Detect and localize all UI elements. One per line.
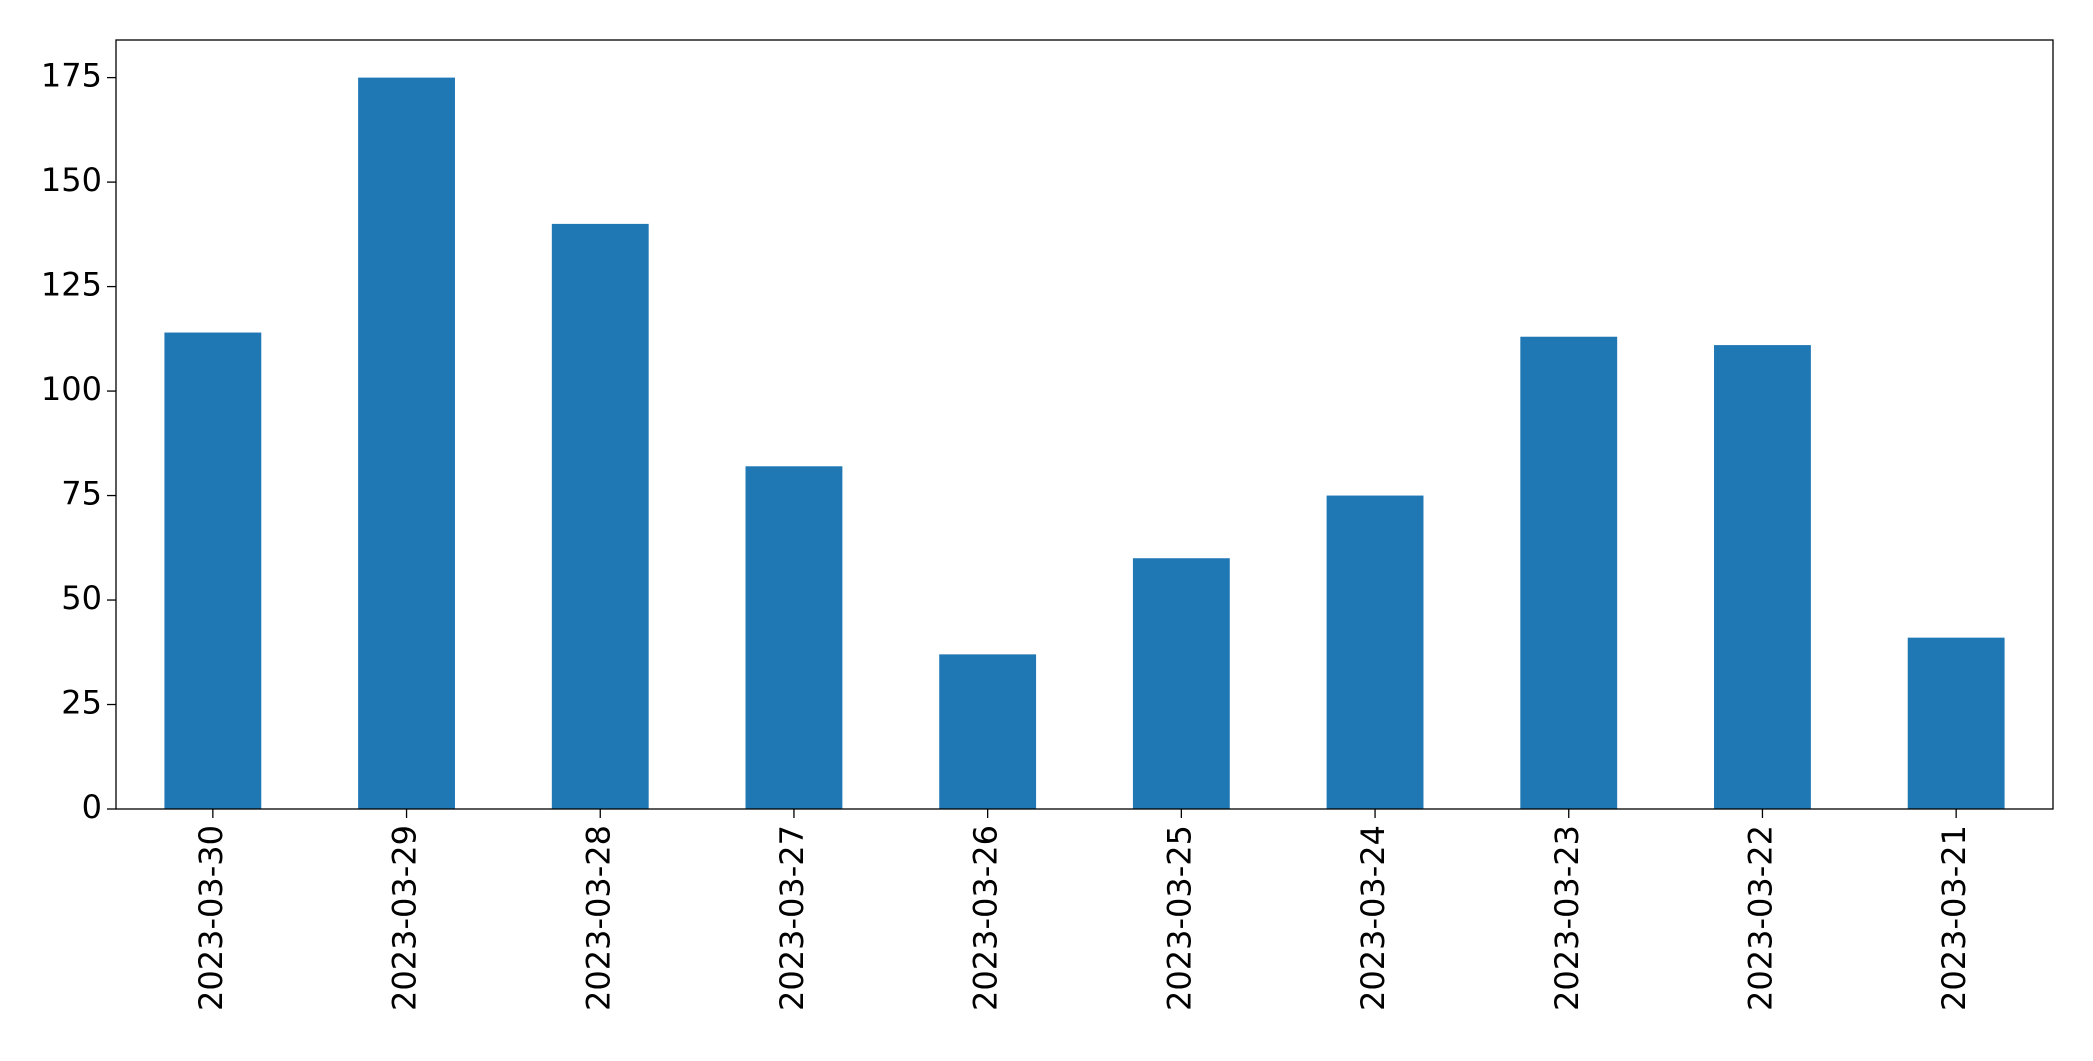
bar bbox=[1326, 495, 1424, 809]
bar bbox=[1132, 558, 1230, 809]
y-tick-label: 25 bbox=[61, 684, 102, 722]
bar bbox=[164, 332, 262, 809]
bar bbox=[939, 654, 1037, 809]
y-tick-label: 75 bbox=[61, 475, 102, 513]
x-tick-label: 2023-03-21 bbox=[1935, 825, 1973, 1011]
x-tick-label: 2023-03-27 bbox=[773, 825, 811, 1011]
x-tick-label: 2023-03-30 bbox=[192, 825, 230, 1011]
bar bbox=[1520, 336, 1618, 809]
x-tick-label: 2023-03-23 bbox=[1548, 825, 1586, 1011]
y-tick-label: 175 bbox=[41, 57, 102, 95]
y-tick-label: 125 bbox=[41, 266, 102, 304]
x-tick-label: 2023-03-26 bbox=[967, 825, 1005, 1011]
plot-frame bbox=[115, 39, 2054, 810]
bar bbox=[358, 77, 455, 809]
x-tick-label: 2023-03-29 bbox=[386, 825, 424, 1011]
x-tick-label: 2023-03-24 bbox=[1354, 825, 1392, 1011]
x-tick-label: 2023-03-28 bbox=[579, 825, 617, 1011]
bar bbox=[551, 223, 649, 810]
bar bbox=[1907, 637, 2005, 809]
bar bbox=[745, 466, 843, 809]
x-tick-label: 2023-03-25 bbox=[1160, 825, 1198, 1011]
x-tick-label: 2023-03-22 bbox=[1741, 825, 1779, 1011]
bar bbox=[1714, 345, 1811, 809]
y-tick-label: 100 bbox=[41, 370, 102, 408]
y-tick-label: 50 bbox=[61, 579, 102, 617]
y-tick-label: 150 bbox=[41, 161, 102, 199]
y-tick-label: 0 bbox=[82, 788, 102, 826]
